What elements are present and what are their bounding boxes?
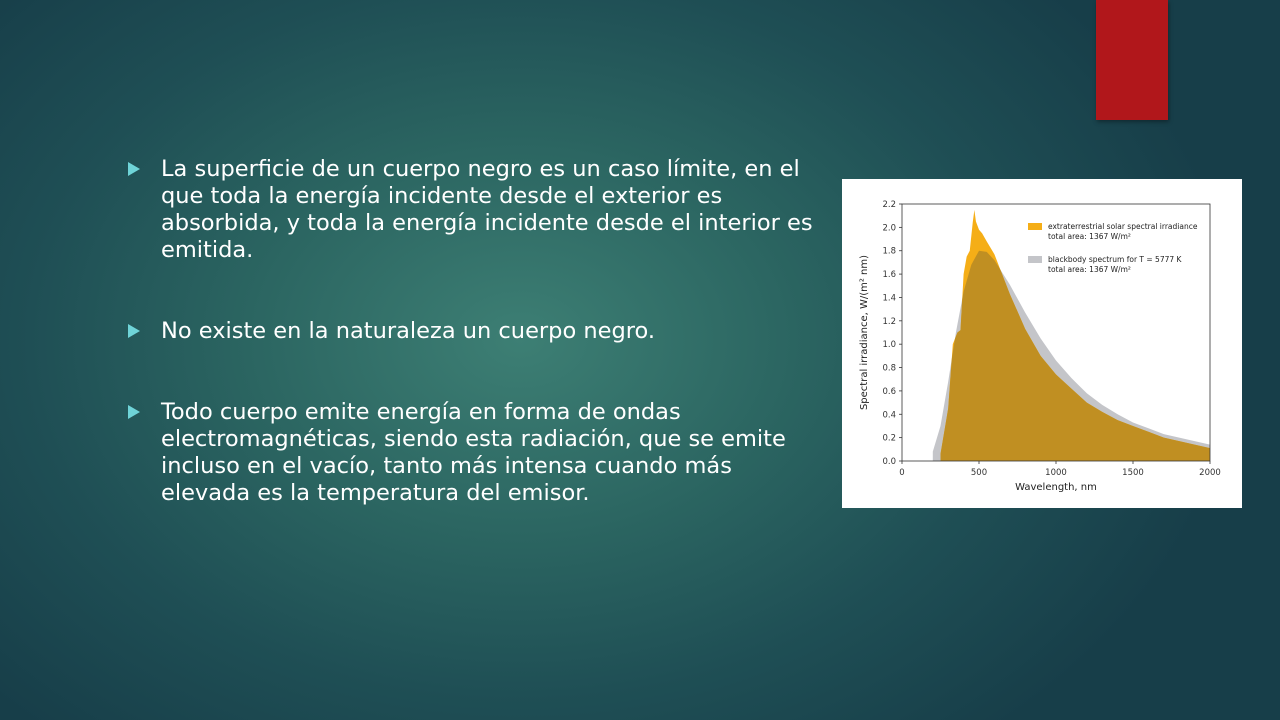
- legend-swatch-solar: [1028, 223, 1042, 230]
- spectrum-chart: 0 500 1000 1500 2000 0.0 0.2 0.4 0.6 0.8 1.0 1.2 1.4…: [842, 179, 1242, 508]
- y-tick-label: 1.2: [882, 317, 896, 327]
- y-tick-label: 1.0: [882, 340, 896, 350]
- bullet-item: Todo cuerpo emite energía en forma de on…: [126, 399, 816, 507]
- x-tick-label: 1000: [1045, 468, 1067, 478]
- legend-label-solar: extraterrestrial solar spectral irradian…: [1048, 222, 1198, 231]
- bullet-text: La superficie de un cuerpo negro es un c…: [161, 156, 813, 263]
- y-tick-label: 0.6: [882, 387, 896, 397]
- triangle-bullet-icon: [128, 324, 140, 338]
- bullet-item: No existe en la naturaleza un cuerpo neg…: [126, 318, 816, 345]
- legend-sublabel-solar: total area: 1367 W/m²: [1048, 232, 1131, 241]
- accent-bar: [1096, 0, 1168, 120]
- legend-label-blackbody: blackbody spectrum for T = 5777 K: [1048, 255, 1183, 264]
- x-tick-label: 2000: [1199, 468, 1221, 478]
- y-tick-label: 2.2: [882, 200, 896, 210]
- x-tick-label: 1500: [1122, 468, 1144, 478]
- y-tick-label: 0.0: [882, 457, 896, 467]
- legend-swatch-blackbody: [1028, 256, 1042, 263]
- spectrum-chart-svg: 0 500 1000 1500 2000 0.0 0.2 0.4 0.6 0.8 1.0 1.2 1.4…: [859, 200, 1221, 493]
- solar-overlap-area: [940, 250, 1210, 461]
- y-tick-label: 2.0: [882, 223, 896, 233]
- legend-sublabel-blackbody: total area: 1367 W/m²: [1048, 265, 1131, 274]
- triangle-bullet-icon: [128, 162, 140, 176]
- triangle-bullet-icon: [128, 405, 140, 419]
- x-tick-label: 500: [971, 468, 987, 478]
- y-axis-label: Spectral irradiance, W/(m² nm): [859, 255, 870, 410]
- y-tick-label: 0.8: [882, 364, 896, 374]
- bullet-item: La superficie de un cuerpo negro es un c…: [126, 156, 816, 264]
- y-tick-label: 0.4: [882, 410, 896, 420]
- x-tick-label: 0: [899, 468, 904, 478]
- y-tick-label: 1.8: [882, 247, 896, 257]
- y-tick-label: 0.2: [882, 434, 896, 444]
- bullet-text: Todo cuerpo emite energía en forma de on…: [161, 399, 786, 506]
- bullet-list: La superficie de un cuerpo negro es un c…: [126, 156, 816, 561]
- y-tick-label: 1.4: [882, 293, 896, 303]
- x-axis-label: Wavelength, nm: [1015, 482, 1097, 493]
- y-tick-label: 1.6: [882, 270, 896, 280]
- bullet-text: No existe en la naturaleza un cuerpo neg…: [161, 318, 656, 344]
